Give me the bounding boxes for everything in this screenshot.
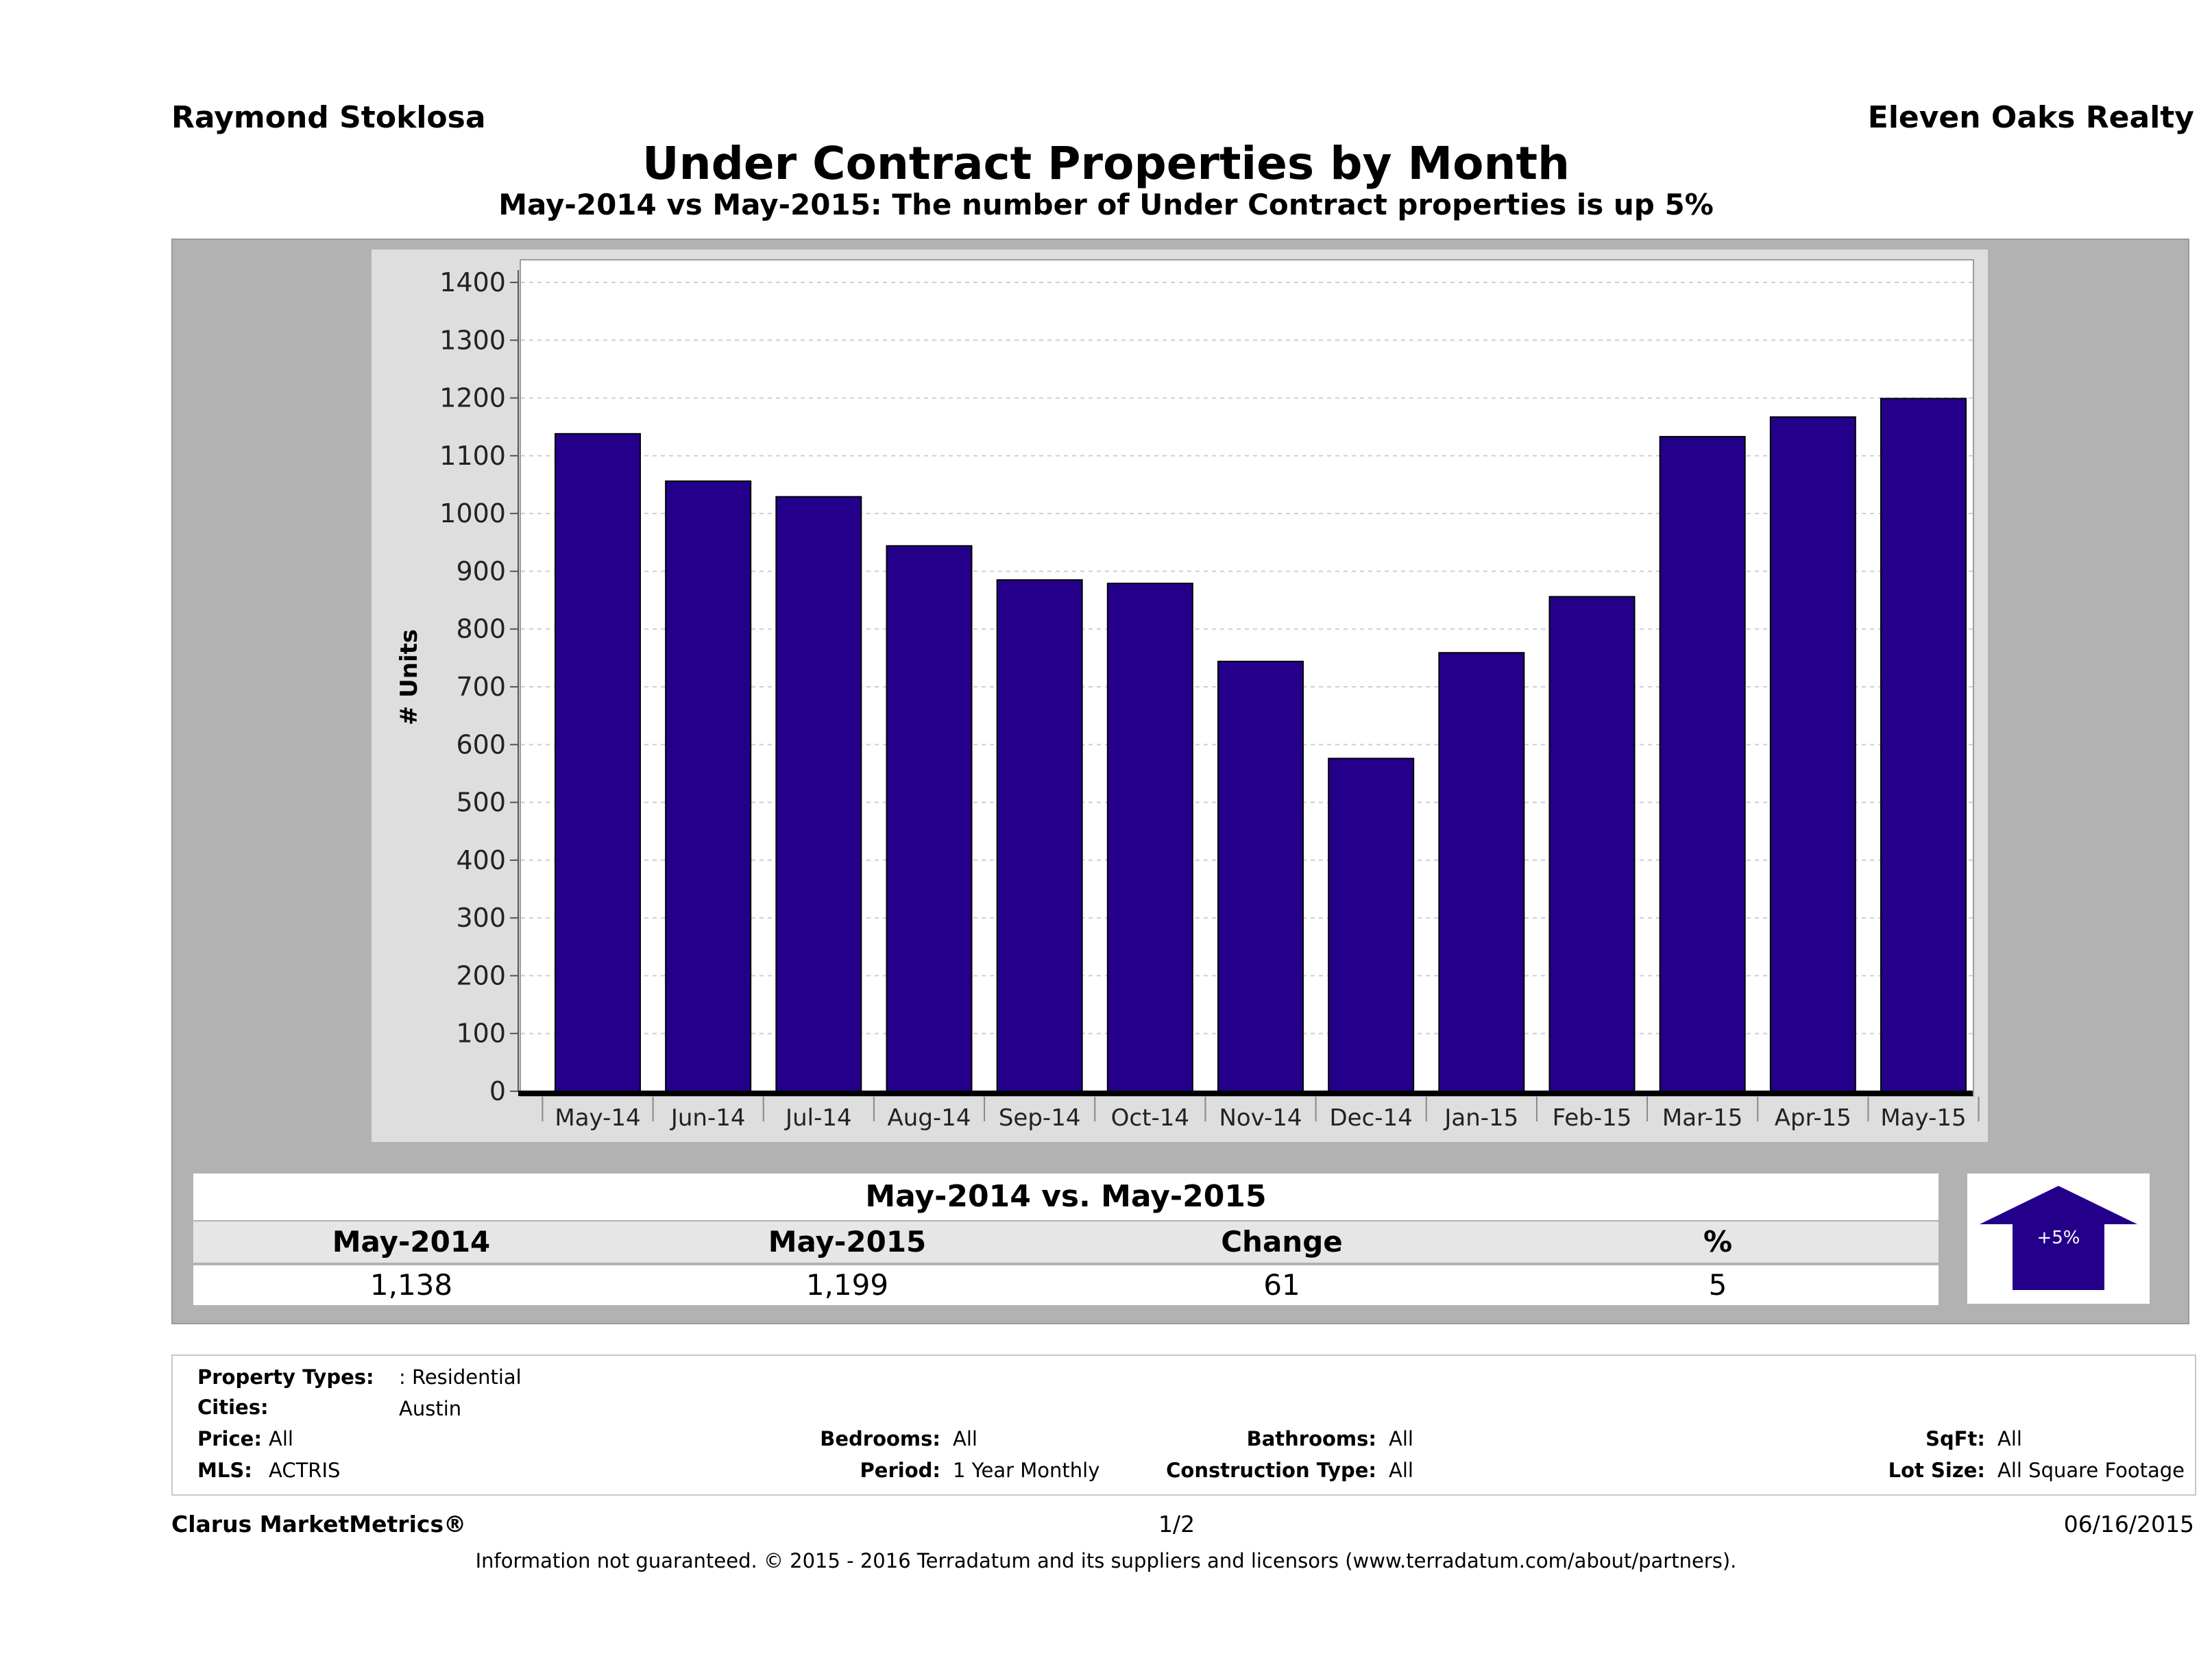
comparison-header-percent: % — [1703, 1225, 1733, 1258]
filter-lotsize-label: Lot Size: — [1888, 1459, 1985, 1482]
filter-lotsize-value: All Square Footage — [1997, 1459, 2185, 1482]
company-name: Eleven Oaks Realty — [1867, 100, 2194, 135]
bar — [886, 545, 973, 1093]
change-badge: +5% — [1967, 1174, 2150, 1304]
comparison-header-row: May-2014 May-2015 Change % — [193, 1221, 1938, 1263]
x-tick-label: Apr-15 — [1775, 1104, 1851, 1132]
comparison-value-change: 61 — [1263, 1268, 1300, 1302]
filter-bathrooms-value: All — [1389, 1427, 1413, 1450]
y-tick-label: 600 — [456, 729, 506, 759]
y-tick-label: 800 — [456, 614, 506, 644]
y-tick-label: 1400 — [439, 267, 506, 297]
filter-mls-label: MLS: — [197, 1459, 252, 1482]
y-tick-label: 400 — [456, 845, 506, 875]
x-tick-label: Dec-14 — [1330, 1104, 1413, 1132]
filter-construction-label: Construction Type: — [1166, 1459, 1376, 1482]
filter-property-types-label: Property Types: — [197, 1365, 374, 1389]
y-tick-label: 1100 — [439, 441, 506, 471]
y-tick-label: 100 — [456, 1019, 506, 1049]
comparison-header-change: Change — [1221, 1225, 1343, 1258]
chart-subtitle: May-2014 vs May-2015: The number of Unde… — [498, 188, 1714, 221]
bar — [1548, 596, 1636, 1092]
y-tick-label: 0 — [489, 1076, 506, 1106]
filter-bedrooms-value: All — [953, 1427, 977, 1450]
comparison-header-start: May-2014 — [332, 1225, 491, 1258]
bar — [555, 433, 641, 1093]
filter-cities-value: Austin — [399, 1397, 462, 1420]
bar — [996, 579, 1083, 1093]
y-tick-label: 700 — [456, 672, 506, 702]
y-tick-label: 200 — [456, 960, 506, 990]
footer-page-number: 1/2 — [1158, 1511, 1195, 1537]
chart-title: Under Contract Properties by Month — [642, 137, 1570, 190]
filter-summary: Property Types: : Residential Cities: Au… — [171, 1354, 2196, 1496]
comparison-value-percent: 5 — [1708, 1268, 1727, 1302]
x-tick-label: May-14 — [555, 1104, 640, 1132]
y-tick-label: 1300 — [439, 325, 506, 355]
filter-mls-value: ACTRIS — [269, 1459, 341, 1482]
filter-sqft-value: All — [1997, 1427, 2022, 1450]
comparison-table: May-2014 vs. May-2015 May-2014 May-2015 … — [193, 1174, 1938, 1306]
x-tick-label: Sep-14 — [999, 1104, 1081, 1132]
filter-property-types-value: : Residential — [399, 1365, 522, 1389]
bar — [1106, 583, 1193, 1092]
comparison-header-end: May-2015 — [768, 1225, 927, 1258]
comparison-value-start: 1,138 — [369, 1268, 453, 1302]
filter-sqft-label: SqFt: — [1925, 1427, 1985, 1450]
x-tick-label: Feb-15 — [1553, 1104, 1632, 1132]
agent-name: Raymond Stoklosa — [171, 100, 486, 135]
y-tick-label: 500 — [456, 788, 506, 818]
y-tick-label: 900 — [456, 556, 506, 586]
filter-price-value: All — [269, 1427, 293, 1450]
x-tick-label: Jan-15 — [1443, 1104, 1518, 1132]
footer-date: 06/16/2015 — [2063, 1511, 2194, 1537]
footer-disclaimer: Information not guaranteed. © 2015 - 201… — [475, 1549, 1737, 1572]
filter-bedrooms-label: Bedrooms: — [820, 1427, 940, 1450]
change-badge-label: +5% — [2037, 1228, 2080, 1248]
x-tick-label: Oct-14 — [1111, 1104, 1189, 1132]
bar — [1217, 660, 1304, 1092]
x-tick-label: Nov-14 — [1219, 1104, 1302, 1132]
x-tick-label: Jul-14 — [784, 1104, 852, 1132]
bar — [665, 480, 752, 1092]
bar — [1880, 398, 1967, 1092]
y-tick-label: 1000 — [439, 498, 506, 528]
arrow-up-icon — [1980, 1186, 2137, 1290]
y-tick-label: 300 — [456, 903, 506, 933]
footer-brand: Clarus MarketMetrics® — [171, 1511, 467, 1537]
y-tick-label: 1200 — [439, 383, 506, 413]
comparison-title: May-2014 vs. May-2015 — [193, 1174, 1938, 1220]
bar — [1328, 757, 1415, 1092]
x-tick-label: Jun-14 — [670, 1104, 746, 1132]
y-axis-label: # Units — [396, 629, 423, 725]
filter-price-label: Price: — [197, 1427, 262, 1450]
bar — [1438, 652, 1525, 1092]
filter-bathrooms-label: Bathrooms: — [1246, 1427, 1376, 1450]
comparison-value-row: 1,138 1,199 61 5 — [193, 1265, 1938, 1305]
filter-construction-value: All — [1389, 1459, 1413, 1482]
x-tick-label: Mar-15 — [1662, 1104, 1743, 1132]
x-tick-label: Aug-14 — [888, 1104, 971, 1132]
filter-period-label: Period: — [860, 1459, 940, 1482]
bar — [775, 496, 862, 1092]
filter-period-value: 1 Year Monthly — [953, 1459, 1100, 1482]
comparison-value-end: 1,199 — [805, 1268, 889, 1302]
bar-chart: 0 100 200 300 400 500 600 700 800 900 1000 1100 1200… — [396, 267, 1980, 1132]
x-tick-label: May-15 — [1880, 1104, 1966, 1132]
bar — [1659, 436, 1746, 1092]
filter-cities-label: Cities: — [197, 1396, 269, 1419]
bar — [1769, 416, 1856, 1092]
